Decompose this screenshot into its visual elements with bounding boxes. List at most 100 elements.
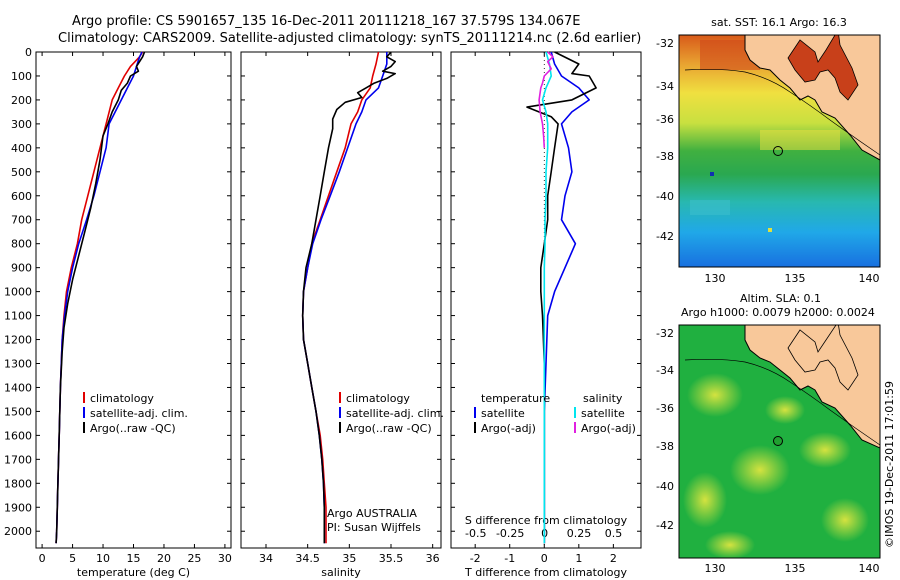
y-tick: -36: [656, 113, 674, 126]
x-tick-label: -1: [504, 552, 515, 565]
y-tick: -40: [656, 480, 674, 493]
y-tick: -34: [656, 80, 674, 93]
sst-contour: [684, 68, 880, 156]
x-tick: 135: [785, 272, 806, 285]
x2-tick-label: -0.25: [496, 527, 524, 540]
depth-tick-label: 500: [11, 166, 32, 179]
depth-tick-label: 1700: [4, 453, 32, 466]
x-tick-label: 5: [69, 552, 76, 565]
sla-gulf-region: [787, 325, 859, 391]
depth-tick-label: 1800: [4, 477, 32, 490]
depth-tick-label: 300: [11, 118, 32, 131]
depth-tick-label: 800: [11, 238, 32, 251]
x-tick-label: 2: [610, 552, 617, 565]
y-tick: -32: [656, 37, 674, 50]
sla-contour: [684, 358, 880, 446]
series-line: [301, 52, 388, 544]
sst-xticks: 130 135 140: [705, 272, 880, 285]
legend-label: satellite: [581, 407, 625, 420]
sst-pixel: [768, 228, 772, 232]
legend-label: climatology: [346, 392, 410, 405]
legend-label: Argo(..raw -QC): [90, 422, 176, 435]
x-tick-label: 1: [575, 552, 582, 565]
x-tick-label: 15: [127, 552, 141, 565]
x-tick-label: 10: [96, 552, 110, 565]
x-tick: 130: [705, 272, 726, 285]
sst-patch: [760, 130, 840, 150]
depth-tick-label: 1000: [4, 286, 32, 299]
salinity-panel: 34 34.5 35 35.5 36 salinity: [240, 51, 442, 579]
legend-label: satellite-adj. clim.: [346, 407, 444, 420]
depth-tick-label: 600: [11, 190, 32, 203]
legend-label: Argo(-adj): [581, 422, 636, 435]
x-tick-label: 34.5: [295, 552, 320, 565]
legend-header-salinity: salinity: [583, 392, 623, 405]
depth-tick-label: 900: [11, 262, 32, 275]
legend-label: satellite: [481, 407, 525, 420]
temperature-panel: 0100200300400500600700800900100011001200…: [4, 46, 232, 579]
sla-map-title-1: Altim. SLA: 0.1: [740, 292, 821, 305]
sla-blob: [705, 531, 755, 558]
sst-map: sat. SST: 16.1 Argo: 16.3 -32 -34 -36 -3…: [656, 16, 881, 285]
imos-timestamp: ©IMOS 19-Dec-2011 17:01:59: [883, 381, 896, 548]
x2-tick-label: 0.5: [605, 527, 623, 540]
x-tick-label: 34: [259, 552, 273, 565]
y-tick: -38: [656, 440, 674, 453]
sla-blob: [799, 432, 851, 468]
sla-argo-marker: [773, 436, 783, 446]
depth-tick-label: 1900: [4, 501, 32, 514]
x-tick-label: 35.5: [379, 552, 404, 565]
sla-xticks: 130 135 140: [705, 562, 880, 575]
sst-patch: [690, 200, 730, 215]
y-tick: -36: [656, 402, 674, 415]
sla-blob: [765, 396, 805, 424]
x2-tick-label: -0.5: [465, 527, 486, 540]
series-line: [301, 51, 397, 544]
series-line: [55, 51, 146, 544]
x-tick-label: 0: [541, 552, 548, 565]
x-tick: 130: [705, 562, 726, 575]
sst-pixel: [710, 172, 714, 176]
depth-tick-label: 2000: [4, 525, 32, 538]
series-line: [543, 51, 591, 544]
sst-argo-marker: [773, 146, 783, 156]
argo-annotation-2: PI: Susan Wijffels: [327, 521, 421, 534]
legend-header-temperature: temperature: [481, 392, 550, 405]
sla-map-title-2: Argo h1000: 0.0079 h2000: 0.0024: [681, 306, 875, 319]
depth-tick-label: 700: [11, 214, 32, 227]
sla-map: Altim. SLA: 0.1 Argo h1000: 0.0079 h2000…: [656, 292, 881, 575]
sst-map-frame: [678, 34, 881, 268]
sla-blob: [687, 373, 743, 417]
series-line: [538, 51, 554, 148]
x-tick: 135: [785, 562, 806, 575]
sla-blob: [821, 498, 869, 542]
sla-yticks: -32 -34 -36 -38 -40 -42: [656, 327, 674, 532]
y-tick: -42: [656, 230, 674, 243]
depth-tick-label: 1500: [4, 405, 32, 418]
x-tick-label: -2: [470, 552, 481, 565]
header-line1: Argo profile: CS 5901657_135 16-Dec-2011…: [72, 14, 580, 29]
sla-blob: [730, 445, 790, 495]
x-tick-label: 35: [342, 552, 356, 565]
series-line: [541, 51, 553, 544]
depth-tick-label: 1600: [4, 429, 32, 442]
x-tick-label: 25: [187, 552, 201, 565]
plot-frame: [450, 51, 642, 549]
y-tick: -34: [656, 364, 674, 377]
depth-tick-label: 1200: [4, 334, 32, 347]
depth-tick-label: 0: [25, 46, 32, 59]
temperature-legend: climatology satellite-adj. clim. Argo(..…: [83, 392, 188, 435]
depth-tick-label: 100: [11, 70, 32, 83]
legend-label: Argo(..raw -QC): [346, 422, 432, 435]
x-tick: 140: [859, 272, 880, 285]
difference-legend: temperature salinity satellite Argo(-adj…: [474, 392, 636, 435]
y-tick: -40: [656, 190, 674, 203]
depth-tick-label: 1300: [4, 357, 32, 370]
plot-frame: [240, 51, 442, 549]
series-line: [526, 51, 597, 544]
depth-tick-label: 200: [11, 94, 32, 107]
x2-axis-label: S difference from climatology: [465, 514, 628, 527]
y-tick: -42: [656, 519, 674, 532]
salinity-legend: climatology satellite-adj. clim. Argo(..…: [327, 392, 444, 534]
